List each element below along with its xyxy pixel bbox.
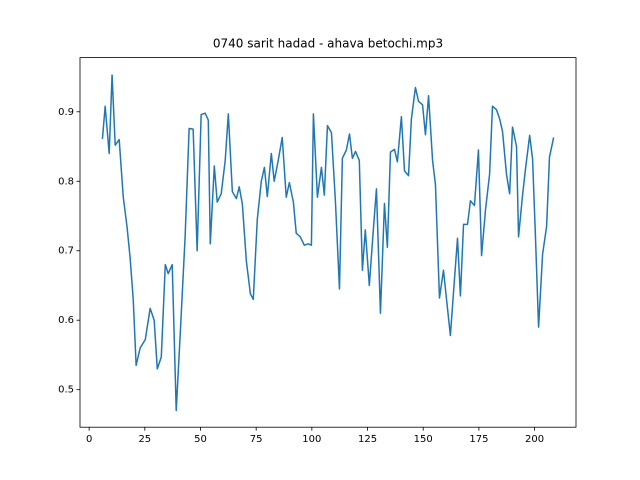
x-tick-label: 150: [414, 434, 433, 445]
x-tick-label: 25: [138, 434, 151, 445]
y-tick-label: 0.5: [58, 385, 74, 396]
x-tick-label: 200: [525, 434, 544, 445]
y-tick-label: 0.9: [58, 107, 74, 118]
x-tick-label: 175: [469, 434, 488, 445]
chart-title: 0740 sarit hadad - ahava betochi.mp3: [213, 37, 443, 51]
x-tick-label: 75: [250, 434, 263, 445]
y-tick-label: 0.8: [58, 176, 74, 187]
y-tick-label: 0.7: [58, 246, 74, 257]
plot-frame: [79, 57, 577, 428]
x-tick-label: 0: [86, 434, 92, 445]
data-line: [101, 74, 555, 412]
y-tick-label: 0.6: [58, 315, 74, 326]
x-tick-label: 50: [194, 434, 207, 445]
x-tick-label: 125: [358, 434, 377, 445]
x-tick-label: 100: [302, 434, 321, 445]
